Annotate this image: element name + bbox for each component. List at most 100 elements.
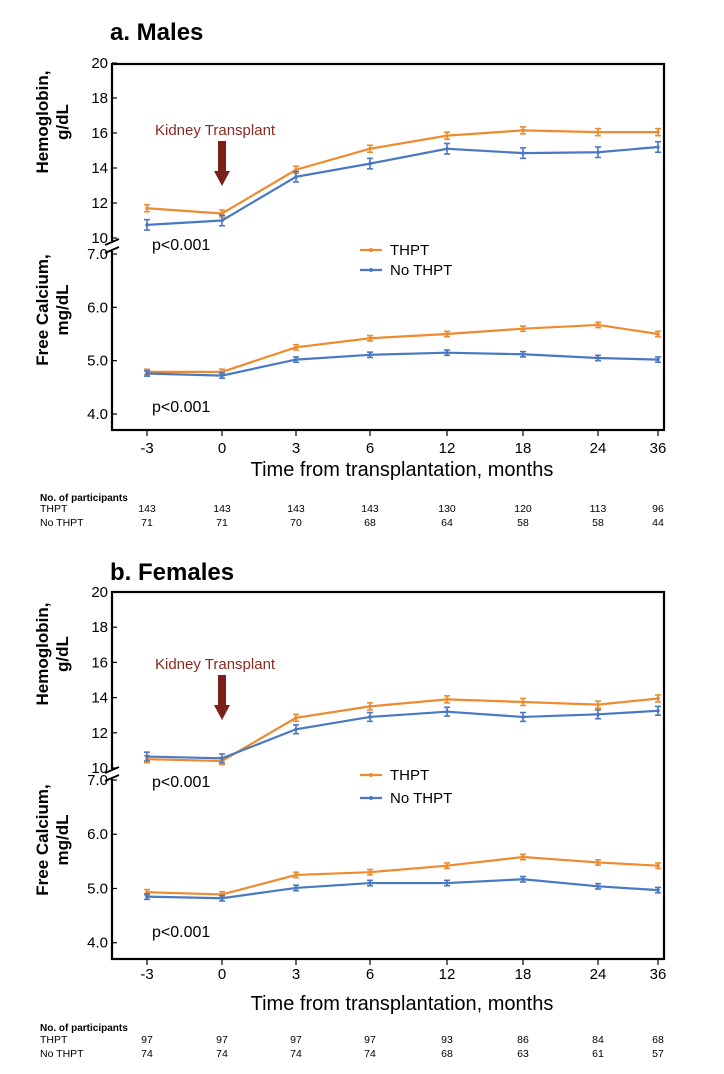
participants-no-thpt-count: 71: [216, 517, 228, 529]
hb-no-thpt-line: [146, 145, 659, 226]
ca-thpt-point: [294, 873, 298, 877]
participants-thpt-count: 130: [438, 503, 456, 515]
hb-thpt-point: [596, 130, 600, 134]
ca-no-thpt-point: [145, 894, 149, 899]
calcium-y-label-line1: Free Calcium,: [33, 784, 52, 896]
hb-thpt-point: [656, 130, 660, 134]
hb-no-thpt-point: [145, 754, 149, 759]
hemoglobin-y-label-line1: Hemoglobin,: [33, 71, 52, 174]
hb-no-thpt-point: [368, 715, 372, 719]
x-axis-label: Time from transplantation, months: [251, 993, 554, 1015]
ca-no-thpt-point: [368, 881, 372, 885]
legend-thpt-marker: [369, 773, 373, 777]
participants-thpt-count: 113: [590, 503, 607, 515]
ca-no-thpt-point: [368, 353, 372, 357]
participants-thpt-count: 120: [514, 503, 532, 515]
hb-thpt-point: [368, 146, 372, 151]
hb-no-thpt-point: [294, 727, 298, 732]
participants-thpt-count: 97: [364, 1034, 376, 1046]
y-tick-label: 12: [91, 195, 108, 212]
participants-row-label-no-thpt: No THPT: [40, 517, 84, 529]
ca-no-thpt-point: [656, 888, 660, 892]
participants-no-thpt-count: 71: [141, 517, 153, 529]
participants-no-thpt-count: 44: [652, 517, 664, 529]
legend-no-thpt-label: No THPT: [390, 790, 452, 807]
x-tick-label: -3: [140, 440, 153, 457]
ca-thpt-point: [521, 326, 525, 331]
legend-no-thpt-marker: [369, 796, 373, 800]
participants-row-label-thpt: THPT: [40, 1034, 68, 1046]
x-tick-label: 3: [292, 440, 300, 457]
axis-break-mark: [104, 238, 120, 246]
y-tick-label: 16: [91, 125, 108, 142]
ca-no-thpt-line: [146, 351, 659, 377]
ca-no-thpt-point: [596, 356, 600, 360]
y-tick-label: 20: [91, 55, 108, 72]
y-tick-label: 5.0: [87, 353, 108, 370]
panel-b: b. Females 10 12 14 16 18 20 4.0 5.0 6.0 7.0 Hemogl…: [33, 559, 666, 1060]
hb-no-thpt-line: [146, 709, 659, 760]
hb-thpt-point: [596, 702, 600, 707]
axis-break-gap: [106, 241, 118, 251]
participants-thpt-count: 86: [517, 1034, 529, 1046]
hb-thpt-point: [294, 167, 298, 172]
participants-no-thpt-count: 63: [517, 1048, 529, 1060]
hb-no-thpt-point: [220, 756, 224, 761]
calcium-p-value: p<0.001: [152, 399, 210, 416]
hb-thpt-point: [521, 128, 525, 133]
ca-no-thpt-point: [596, 884, 600, 889]
transplant-arrow-shaft: [218, 141, 226, 172]
y-tick-label: 14: [91, 160, 108, 177]
calcium-y-label-line2: mg/dL: [53, 815, 72, 866]
participants-no-thpt-count: 68: [441, 1048, 453, 1060]
hemoglobin-p-value: p<0.001: [152, 237, 210, 254]
x-tick-label: 36: [650, 440, 667, 457]
hemoglobin-y-label-line2: g/dL: [53, 636, 72, 672]
hb-no-thpt-point: [656, 709, 660, 713]
hb-thpt-line: [146, 129, 658, 215]
participants-row-label-thpt: THPT: [40, 503, 68, 515]
transplant-arrow-shaft: [218, 675, 226, 706]
participants-title: No. of participants: [40, 493, 128, 504]
y-tick-label: 18: [91, 619, 108, 636]
participants-title: No. of participants: [40, 1023, 128, 1034]
participants-thpt-count: 143: [287, 503, 305, 515]
hb-no-thpt-point: [445, 146, 449, 151]
hemoglobin-y-label-line1: Hemoglobin,: [33, 603, 52, 706]
axis-break-gap: [106, 769, 118, 779]
hb-no-thpt-point: [145, 223, 149, 227]
hb-thpt-point: [445, 697, 449, 702]
participants-row-label-no-thpt: No THPT: [40, 1048, 84, 1060]
ca-no-thpt-line: [146, 878, 659, 900]
participants-no-thpt-count: 64: [441, 517, 453, 529]
x-tick-label: 12: [439, 966, 456, 983]
ca-no-thpt-point: [521, 877, 525, 882]
x-tick-label: 36: [650, 966, 667, 983]
participants-no-thpt-count: 58: [517, 517, 529, 529]
panel-title: b. Females: [110, 559, 234, 586]
ca-thpt-point: [656, 863, 660, 868]
participants-thpt-count: 93: [441, 1034, 453, 1046]
transplant-annotation: Kidney Transplant: [155, 656, 276, 673]
legend-no-thpt-marker: [369, 268, 373, 272]
transplant-annotation: Kidney Transplant: [155, 122, 276, 139]
ca-no-thpt-point: [656, 357, 660, 362]
hemoglobin-p-value: p<0.001: [152, 774, 210, 791]
ca-thpt-point: [445, 863, 449, 868]
participants-no-thpt-count: 74: [216, 1048, 228, 1060]
y-tick-label: 4.0: [87, 935, 108, 952]
x-tick-label: 6: [366, 440, 374, 457]
y-tick-label: 10: [91, 760, 108, 777]
hb-no-thpt-point: [368, 161, 372, 166]
participants-no-thpt-count: 58: [592, 517, 604, 529]
ca-thpt-point: [294, 345, 298, 350]
participants-no-thpt-count: 74: [290, 1048, 302, 1060]
hb-thpt-point: [220, 211, 224, 216]
ca-thpt-line: [147, 323, 659, 373]
ca-thpt-point: [656, 332, 660, 336]
hemoglobin-y-label: Hemoglobin, g/dL: [33, 71, 72, 174]
axis-break-mark: [104, 246, 120, 254]
hb-no-thpt-point: [521, 715, 525, 719]
calcium-y-label: Free Calcium, mg/dL: [33, 254, 72, 366]
